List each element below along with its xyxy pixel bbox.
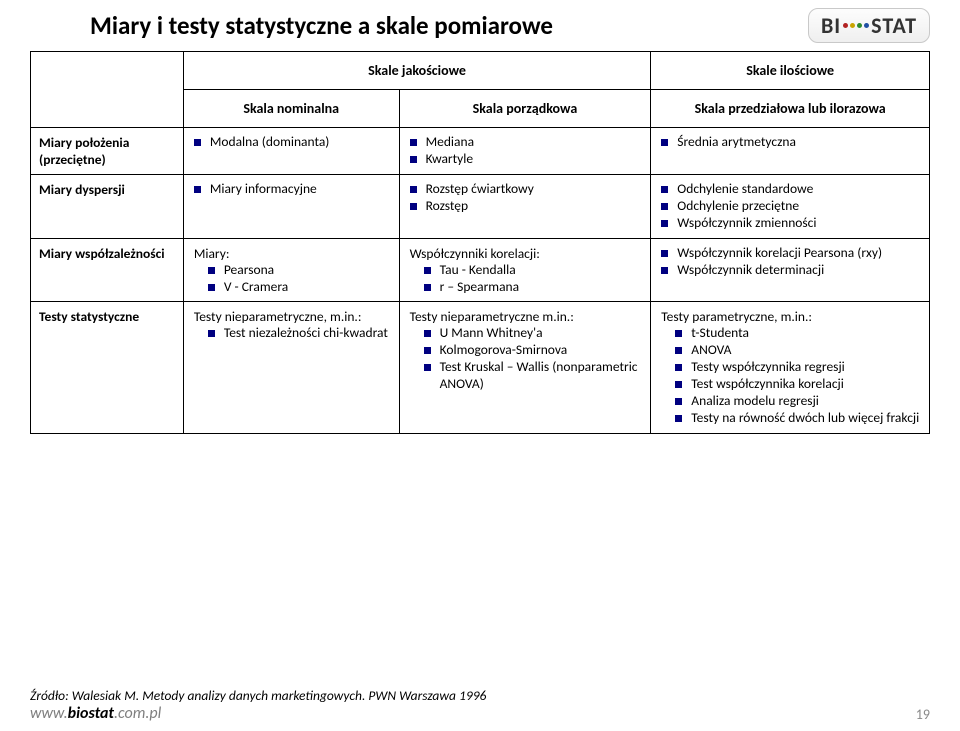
cell-list: Modalna (dominanta) (192, 134, 391, 151)
cell-lead: Testy nieparametryczne m.in.: (408, 308, 643, 325)
header-porzadkowa: Skala porządkowa (399, 90, 651, 128)
table-row: Miary dyspersji Miary informacyjne Rozst… (31, 175, 930, 239)
cell-list: t-StudentaANOVATesty współczynnika regre… (659, 325, 921, 426)
source-citation: Źródło: Walesiak M. Metody analizy danyc… (30, 687, 486, 704)
logo-dot (850, 23, 855, 28)
list-item: Test Kruskal – Wallis (nonparametric ANO… (408, 359, 643, 393)
cell-list: Test niezależności chi-kwadrat (192, 325, 391, 342)
list-item: Miary informacyjne (192, 181, 391, 198)
row-label-wspolzaleznosci: Miary współzależności (31, 238, 184, 302)
list-item: Odchylenie standardowe (659, 181, 921, 198)
list-item: t-Studenta (659, 325, 921, 342)
list-item: Współczynnik zmienności (659, 215, 921, 232)
cell-lead: Miary: (192, 245, 391, 262)
logo-dot (857, 23, 862, 28)
list-item: Mediana (408, 134, 643, 151)
cell-list: Tau - Kendallar – Spearmana (408, 262, 643, 296)
cell-list: MedianaKwartyle (408, 134, 643, 168)
header-ilosciowe: Skale ilościowe (651, 52, 930, 90)
cell-list: Miary informacyjne (192, 181, 391, 198)
page-number: 19 (916, 706, 930, 723)
list-item: U Mann Whitney'a (408, 325, 643, 342)
list-item: Testy na równość dwóch lub więcej frakcj… (659, 410, 921, 427)
footer-url: www.biostat.com.pl (30, 704, 486, 723)
cell-list: Rozstęp ćwiartkowyRozstęp (408, 181, 643, 215)
url-prefix: www. (30, 704, 68, 723)
cell-lead: Testy nieparametryczne, m.in.: (192, 308, 391, 325)
list-item: Pearsona (192, 262, 391, 279)
row-label-dyspersji: Miary dyspersji (31, 175, 184, 239)
header-jakosciowe: Skale jakościowe (183, 52, 650, 90)
list-item: Analiza modelu regresji (659, 393, 921, 410)
list-item: Kwartyle (408, 151, 643, 168)
logo-text-left: BI (821, 12, 841, 39)
list-item: Test współczynnika korelacji (659, 376, 921, 393)
cell-lead: Testy parametryczne, m.in.: (659, 308, 921, 325)
list-item: Odchylenie przeciętne (659, 198, 921, 215)
header-przedzialowa: Skala przedziałowa lub ilorazowa (651, 90, 930, 128)
list-item: Rozstęp (408, 198, 643, 215)
table-row: Miary współzależności Miary: PearsonaV -… (31, 238, 930, 302)
list-item: Testy współczynnika regresji (659, 359, 921, 376)
cell-list: U Mann Whitney'aKolmogorova-SmirnovaTest… (408, 325, 643, 393)
list-item: Kolmogorova-Smirnova (408, 342, 643, 359)
cell-lead: Współczynniki korelacji: (408, 245, 643, 262)
biostat-logo: BI STAT (808, 8, 930, 43)
url-suffix: .com.pl (114, 704, 161, 723)
table-corner (31, 52, 184, 128)
list-item: Średnia arytmetyczna (659, 134, 921, 151)
list-item: r – Spearmana (408, 279, 643, 296)
url-bold: biostat (68, 704, 114, 723)
list-item: ANOVA (659, 342, 921, 359)
logo-dot (843, 23, 848, 28)
logo-dot (864, 23, 869, 28)
scales-table: Skale jakościowe Skale ilościowe Skala n… (30, 51, 930, 434)
list-item: Rozstęp ćwiartkowy (408, 181, 643, 198)
list-item: Tau - Kendalla (408, 262, 643, 279)
cell-list: Odchylenie standardoweOdchylenie przecię… (659, 181, 921, 232)
header-nominalna: Skala nominalna (183, 90, 399, 128)
table-row: Testy statystyczne Testy nieparametryczn… (31, 302, 930, 433)
list-item: Współczynnik determinacji (659, 262, 921, 279)
row-label-polozenia: Miary położenia (przeciętne) (31, 128, 184, 175)
list-item: Współczynnik korelacji Pearsona (rxy) (659, 245, 921, 262)
cell-list: PearsonaV - Cramera (192, 262, 391, 296)
list-item: V - Cramera (192, 279, 391, 296)
list-item: Modalna (dominanta) (192, 134, 391, 151)
cell-list: Średnia arytmetyczna (659, 134, 921, 151)
list-item: Test niezależności chi-kwadrat (192, 325, 391, 342)
row-label-testy: Testy statystyczne (31, 302, 184, 433)
table-row: Miary położenia (przeciętne) Modalna (do… (31, 128, 930, 175)
page-title: Miary i testy statystyczne a skale pomia… (90, 10, 553, 41)
logo-text-right: STAT (871, 12, 917, 39)
logo-dots-icon (842, 23, 870, 28)
cell-list: Współczynnik korelacji Pearsona (rxy)Wsp… (659, 245, 921, 279)
